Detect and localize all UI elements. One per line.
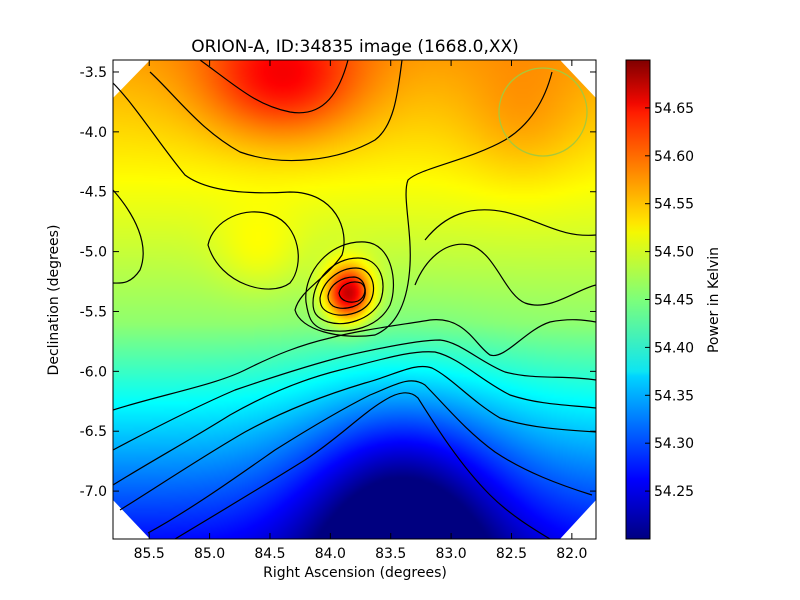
contour-line [327,276,366,309]
colorbar-tick-label: 54.25 [654,484,694,500]
contour-line [174,392,551,539]
x-tick-label: 84.0 [315,546,346,562]
colorbar-ticks: 54.25 54.30 54.35 54.40 54.45 54.50 54.55 54.60… [645,101,694,500]
y-tick-label: -4.0 [80,125,107,141]
contour-line [119,365,596,511]
colorbar-label: Power in Kelvin [706,247,722,353]
colorbar-tick-label: 54.60 [654,149,694,165]
contour-line [113,71,553,337]
x-tick-label: 85.5 [134,546,165,562]
y-tick-label: -7.0 [80,484,107,500]
y-tick-label: -5.5 [80,304,107,320]
colorbar-tick-label: 54.40 [654,340,694,356]
colorbar-tick-label: 54.30 [654,436,694,452]
y-tick-label: -5.0 [80,245,107,261]
x-tick-label: 85.0 [194,546,225,562]
corner-mask [560,500,596,539]
y-tick-label: -4.5 [80,185,107,201]
contour-lines [113,60,596,539]
y-axis: -3.5 -4.0 -4.5 -5.0 -5.5 -6.0 -6.5 -7.0 [80,65,596,500]
x-tick-label: 83.0 [436,546,467,562]
heatmap-image [113,60,596,539]
contour-line [312,257,384,325]
chart-title: ORION-A, ID:34835 image (1668.0,XX) [191,37,519,57]
x-axis-label: Right Ascension (degrees) [263,565,447,581]
contour-line [414,243,596,306]
x-tick-label: 82.0 [556,546,587,562]
beam-circle [498,67,588,157]
colorbar-tick-label: 54.50 [654,245,694,261]
x-tick-label: 83.5 [375,546,406,562]
contour-line [147,380,593,534]
corner-mask [113,500,150,539]
colorbar-tick-label: 54.45 [654,293,694,309]
contour-line [113,319,596,411]
contour-line [338,281,366,303]
y-axis-label: Declination (degrees) [46,225,62,376]
contour-line [113,339,596,451]
plot-frame [112,59,597,540]
contour-line [319,267,375,316]
colorbar-tick-label: 54.35 [654,388,694,404]
x-tick-label: 84.5 [254,546,285,562]
colorbar-tick-label: 54.65 [654,101,694,117]
contour-line [113,189,144,284]
contour-line [113,351,596,486]
colorbar-tick-label: 54.55 [654,197,694,213]
contour-line [305,241,395,332]
contour-line [199,60,349,114]
heatmap [113,60,596,539]
x-axis: 85.5 85.0 84.5 84.0 83.5 83.0 82.5 82.0 [134,60,587,562]
corner-mask [560,60,596,98]
y-tick-label: -3.5 [80,65,107,81]
y-tick-label: -6.0 [80,364,107,380]
contour-line [149,60,403,162]
x-tick-label: 82.5 [496,546,527,562]
corner-mask [113,60,150,98]
y-tick-label: -6.5 [80,424,107,440]
contour-line [207,211,299,290]
contour-line [424,209,596,241]
